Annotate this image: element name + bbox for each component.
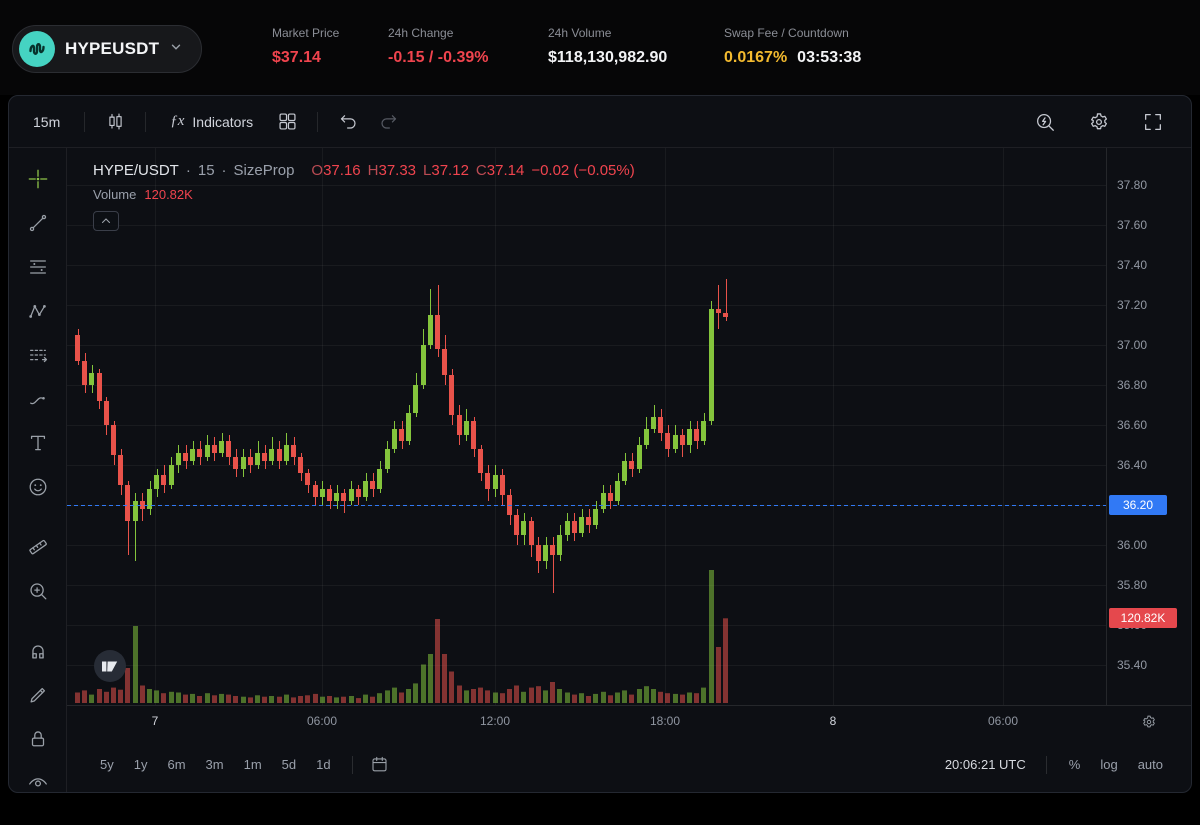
lock-icon[interactable] xyxy=(21,722,55,756)
price-axis-label: 36.60 xyxy=(1117,418,1148,432)
quick-search-icon[interactable] xyxy=(1029,107,1061,137)
price-axis-label: 36.80 xyxy=(1117,378,1148,392)
legend-change: −0.02 (−0.05%) xyxy=(531,162,635,179)
trend-line-icon[interactable] xyxy=(21,206,55,240)
drawing-toolbar xyxy=(9,148,67,792)
range-1d[interactable]: 1d xyxy=(307,752,339,777)
legend-separator: · xyxy=(221,162,227,179)
volume-axis-label: 120.82K xyxy=(1109,608,1177,629)
chart-top-toolbar: 15m ƒx Indicators xyxy=(9,96,1191,148)
price-axis-label: 36.40 xyxy=(1117,458,1148,472)
fib-retracement-icon[interactable] xyxy=(21,250,55,284)
time-axis-label: 06:00 xyxy=(306,714,338,728)
range-6m[interactable]: 6m xyxy=(158,752,194,777)
legend-ohlc: O37.16 H37.33 L37.12 C37.14 −0.02 (−0.05… xyxy=(311,162,635,179)
time-axis-label: 12:00 xyxy=(479,714,511,728)
range-3m[interactable]: 3m xyxy=(197,752,233,777)
undo-icon[interactable] xyxy=(332,107,364,137)
zoom-in-icon[interactable] xyxy=(21,574,55,608)
crosshair-icon[interactable] xyxy=(21,162,55,196)
time-axis[interactable]: 7 06:00 12:00 18:00 8 06:00 xyxy=(67,705,1191,737)
price-axis-label: 37.80 xyxy=(1117,178,1148,192)
toolbar-divider xyxy=(317,111,319,132)
forecast-icon[interactable] xyxy=(21,338,55,372)
price-axis-label: 37.00 xyxy=(1117,338,1148,352)
price-axis-label: 37.40 xyxy=(1117,258,1148,272)
price-axis[interactable]: 35.4035.6035.8036.0036.2036.4036.6036.80… xyxy=(1106,148,1191,705)
time-axis-label: 7 xyxy=(151,714,159,728)
go-to-date-icon[interactable] xyxy=(365,751,395,779)
toolbar-divider xyxy=(351,755,353,774)
candlestick-chart[interactable] xyxy=(67,148,1106,705)
time-axis-label: 8 xyxy=(829,714,837,728)
candle-style-icon[interactable] xyxy=(99,107,131,137)
hype-logo-icon xyxy=(19,31,55,67)
chart-legend: HYPE/USDT · 15 · SizeProp O37.16 H37.33 … xyxy=(93,162,635,231)
price-axis-label: 37.60 xyxy=(1117,218,1148,232)
price-axis-label: 36.00 xyxy=(1117,538,1148,552)
redo-icon[interactable] xyxy=(372,107,404,137)
clock[interactable]: 20:06:21 UTC xyxy=(944,757,1026,772)
volume-value: 120.82K xyxy=(144,187,193,202)
emoji-icon[interactable] xyxy=(21,470,55,504)
brush-icon[interactable] xyxy=(21,382,55,416)
xabcd-pattern-icon[interactable] xyxy=(21,294,55,328)
layout-grid-icon[interactable] xyxy=(271,107,303,137)
time-axis-label: 06:00 xyxy=(987,714,1019,728)
scale-auto[interactable]: auto xyxy=(1130,752,1171,777)
legend-separator: · xyxy=(185,162,191,179)
stat-24h-volume: 24h Volume $118,130,982.90 xyxy=(548,26,668,66)
toolbar-divider xyxy=(84,111,86,132)
chevron-down-icon xyxy=(169,40,183,59)
stat-swap-fee-countdown: Swap Fee / Countdown 0.0167% 03:53:38 xyxy=(724,26,862,66)
ruler-icon[interactable] xyxy=(21,530,55,564)
fullscreen-icon[interactable] xyxy=(1137,107,1169,137)
tradingview-logo[interactable] xyxy=(93,649,127,683)
toolbar-divider xyxy=(145,111,147,132)
legend-interval: 15 xyxy=(197,162,215,179)
range-5d[interactable]: 5d xyxy=(273,752,305,777)
edit-icon[interactable] xyxy=(21,678,55,712)
chart-bottom-toolbar: 5y 1y 6m 3m 1m 5d 1d 20:06:21 UTC % log auto xyxy=(67,737,1191,792)
toolbar-divider xyxy=(1045,755,1047,774)
chart-settings-icon[interactable] xyxy=(1083,107,1115,137)
pair-symbol: HYPEUSDT xyxy=(65,39,160,58)
fx-icon: ƒx xyxy=(170,113,185,129)
scale-log[interactable]: log xyxy=(1092,752,1125,777)
indicators-button[interactable]: ƒx Indicators xyxy=(160,107,263,136)
range-1m[interactable]: 1m xyxy=(235,752,271,777)
scale-buttons: % log auto xyxy=(1061,752,1171,777)
scale-[interactable]: % xyxy=(1061,752,1089,777)
legend-source: SizeProp xyxy=(233,162,295,179)
indicators-label: Indicators xyxy=(192,113,254,130)
range-5y[interactable]: 5y xyxy=(91,752,123,777)
stat-24h-change: 24h Change -0.15 / -0.39% xyxy=(388,26,489,66)
stat-market-price: Market Price $37.14 xyxy=(272,26,340,66)
volume-title: Volume xyxy=(93,187,137,202)
chart-widget: 15m ƒx Indicators HYPE/USDT · xyxy=(8,95,1192,793)
app-header: HYPEUSDT Market Price $37.14 24h Change -0.… xyxy=(0,0,1200,95)
price-axis-label: 35.80 xyxy=(1117,578,1148,592)
top-toolbar-right xyxy=(1029,107,1177,137)
legend-symbol[interactable]: HYPE/USDT xyxy=(93,162,179,179)
interval-button[interactable]: 15m xyxy=(23,108,70,136)
price-line-label: 36.20 xyxy=(1109,495,1167,515)
range-1y[interactable]: 1y xyxy=(125,752,157,777)
axis-settings-icon[interactable] xyxy=(1141,714,1157,733)
magnet-icon[interactable] xyxy=(21,634,55,668)
chart-canvas[interactable]: HYPE/USDT · 15 · SizeProp O37.16 H37.33 … xyxy=(67,148,1106,705)
price-axis-label: 37.20 xyxy=(1117,298,1148,312)
pair-selector[interactable]: HYPEUSDT xyxy=(12,25,203,73)
range-buttons: 5y 1y 6m 3m 1m 5d 1d xyxy=(91,752,340,777)
eye-icon[interactable] xyxy=(21,766,55,792)
collapse-legend-button[interactable] xyxy=(93,211,119,231)
price-axis-label: 35.40 xyxy=(1117,658,1148,672)
text-icon[interactable] xyxy=(21,426,55,460)
time-axis-label: 18:00 xyxy=(649,714,681,728)
